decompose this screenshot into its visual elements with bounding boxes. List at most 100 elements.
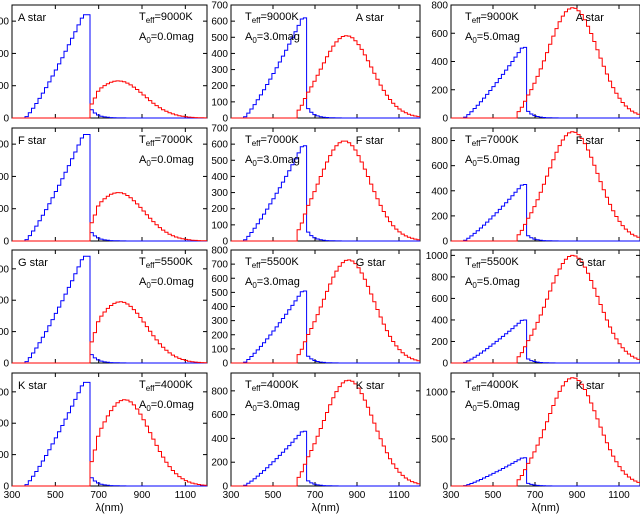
y-tick-label: 0 — [222, 114, 228, 125]
series-blue — [451, 457, 640, 487]
y-tick-label: 200 — [211, 81, 228, 92]
star-label: G star — [18, 257, 48, 269]
x-axis-label: λ(nm) — [531, 502, 559, 514]
panel-g-a0-0: 0 200 400 600 G star Teff=5500K A0=0.0mag — [0, 249, 208, 370]
y-tick-label: 0 — [442, 482, 448, 493]
y-tick-label: 200 — [0, 81, 9, 92]
y-tick-label: 400 — [0, 49, 9, 60]
y-tick-label: 800 — [431, 272, 448, 283]
a0-label: A0=0.0mag — [139, 31, 194, 45]
teff-label: Teff=7000K — [139, 134, 193, 148]
series-red — [231, 35, 420, 119]
x-tick-label: 500 — [485, 490, 502, 501]
series-red — [12, 399, 207, 487]
y-tick-label: 600 — [431, 294, 448, 305]
x-axis-label: λ(nm) — [311, 502, 339, 514]
panel-f-a0-0: 0 200 400 600 F star Teff=7000K A0=0.0mag — [0, 127, 208, 248]
y-tick-label: 800 — [431, 1, 448, 12]
star-label: G star — [356, 257, 386, 269]
y-tick-label: 200 — [211, 204, 228, 215]
star-label: A star — [356, 12, 384, 24]
series-blue — [12, 134, 207, 242]
series-blue — [12, 255, 207, 364]
y-tick-label: 500 — [211, 156, 228, 167]
series-blue — [451, 46, 640, 119]
y-tick-label: 0 — [3, 237, 9, 248]
a0-label: A0=3.0mag — [245, 31, 300, 45]
y-tick-label: 400 — [211, 302, 228, 313]
y-tick-label: 500 — [211, 33, 228, 44]
y-tick-label: 0 — [222, 237, 228, 248]
series-blue — [451, 319, 640, 364]
panel-k-a0-5: 300 500 700 900 1100 0 500 1000 Teff=4000K A0=5.0… — [426, 372, 640, 514]
y-tick-label: 700 — [211, 1, 228, 12]
y-tick-label: 400 — [0, 172, 9, 183]
y-tick-label: 400 — [431, 186, 448, 197]
series-red — [12, 80, 207, 119]
teff-label: Teff=5500K — [245, 256, 299, 270]
star-label: F star — [18, 135, 46, 147]
x-tick-label: 300 — [4, 490, 21, 501]
star-label: A star — [576, 12, 604, 24]
x-tick-label: 900 — [349, 490, 366, 501]
y-tick-label: 1000 — [426, 387, 449, 398]
x-axis-label: λ(nm) — [95, 502, 123, 514]
x-tick-label: 900 — [134, 490, 151, 501]
star-label: F star — [356, 135, 384, 147]
y-tick-label: 0 — [3, 482, 9, 493]
series-blue — [231, 290, 420, 364]
y-tick-label: 600 — [0, 264, 9, 275]
a0-label: A0=3.0mag — [245, 399, 300, 413]
y-tick-label: 0 — [3, 359, 9, 370]
a0-label: A0=0.0mag — [139, 399, 194, 413]
y-tick-label: 300 — [211, 188, 228, 199]
y-tick-label: 0 — [222, 359, 228, 370]
panel-k-a0-0: 300 500 700 900 1100 0 200 400 600 K star Teff=400… — [0, 372, 208, 514]
teff-label: Teff=4000K — [465, 379, 519, 393]
y-tick-label: 0 — [442, 237, 448, 248]
teff-label: Teff=9000K — [139, 11, 193, 25]
a0-label: A0=0.0mag — [139, 276, 194, 290]
series-red — [231, 140, 420, 242]
panel-a-a0-0: 0 200 400 600 A star Teff=9000K A0=0.0mag — [0, 4, 208, 125]
series-blue — [12, 14, 207, 119]
y-tick-label: 600 — [211, 17, 228, 28]
panel-f-a0-3: 0 100 200 300 400 500 600 700 Teff=7000K A0=3.0ma… — [211, 124, 421, 248]
y-tick-label: 600 — [211, 274, 228, 285]
teff-label: Teff=7000K — [465, 134, 519, 148]
y-tick-label: 400 — [211, 49, 228, 60]
y-tick-label: 200 — [211, 330, 228, 341]
x-tick-label: 900 — [569, 490, 586, 501]
teff-label: Teff=4000K — [139, 379, 193, 393]
series-red — [231, 259, 420, 364]
y-tick-label: 600 — [0, 387, 9, 398]
series-red — [451, 254, 640, 364]
y-tick-label: 600 — [211, 410, 228, 421]
panel-a-a0-3: 0 100 200 300 400 500 600 700 Teff=9000K A0=3.0ma… — [211, 1, 421, 125]
y-tick-label: 0 — [442, 114, 448, 125]
y-tick-label: 200 — [211, 458, 228, 469]
series-red — [12, 301, 207, 364]
y-tick-label: 700 — [211, 260, 228, 271]
star-label: K star — [356, 380, 385, 392]
y-tick-label: 600 — [211, 140, 228, 151]
teff-label: Teff=7000K — [245, 134, 299, 148]
star-label: K star — [18, 380, 47, 392]
x-tick-label: 1100 — [388, 490, 410, 501]
series-blue — [12, 381, 207, 487]
y-tick-label: 800 — [211, 246, 228, 257]
y-tick-label: 400 — [211, 434, 228, 445]
y-tick-label: 0 — [222, 482, 228, 493]
x-tick-label: 500 — [265, 490, 282, 501]
a0-label: A0=5.0mag — [465, 154, 520, 168]
y-tick-label: 400 — [431, 315, 448, 326]
series-blue — [231, 430, 420, 487]
star-label: G star — [576, 257, 606, 269]
y-tick-label: 500 — [211, 288, 228, 299]
teff-label: Teff=9000K — [465, 11, 519, 25]
panel-f-a0-5: 0 200 400 600 800 Teff=7000K A0=5.0mag F star — [431, 127, 640, 248]
x-tick-label: 1100 — [608, 490, 630, 501]
star-label: K star — [576, 380, 605, 392]
x-tick-label: 300 — [223, 490, 240, 501]
